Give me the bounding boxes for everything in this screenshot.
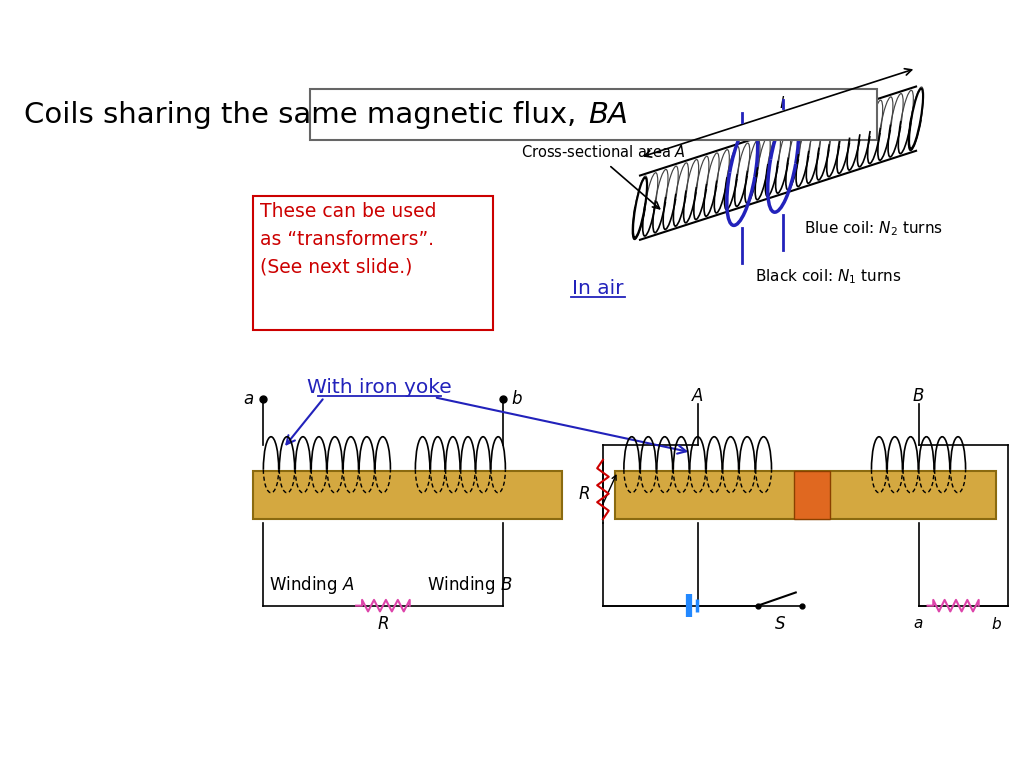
Text: $A$: $A$ <box>691 386 705 405</box>
Bar <box>615 472 996 519</box>
Text: Winding $B$: Winding $B$ <box>427 574 513 596</box>
Text: In air: In air <box>572 279 624 298</box>
Text: Coils sharing the same magnetic flux,: Coils sharing the same magnetic flux, <box>24 101 586 128</box>
Text: $R$: $R$ <box>578 485 590 502</box>
Text: $b$: $b$ <box>990 616 1001 632</box>
Text: $\mathit{BA}$: $\mathit{BA}$ <box>588 101 628 128</box>
Text: $b$: $b$ <box>511 390 523 408</box>
Bar <box>795 472 830 519</box>
Text: $R$: $R$ <box>377 614 389 633</box>
Text: $a$: $a$ <box>244 390 254 408</box>
Text: $a$: $a$ <box>913 616 924 631</box>
FancyBboxPatch shape <box>310 89 878 140</box>
Text: Black coil: $N_1$ turns: Black coil: $N_1$ turns <box>755 267 901 286</box>
Text: These can be used
as “transformers”.
(See next slide.): These can be used as “transformers”. (Se… <box>260 202 436 277</box>
Text: Winding $A$: Winding $A$ <box>269 574 354 596</box>
Text: Blue coil: $N_2$ turns: Blue coil: $N_2$ turns <box>804 220 943 238</box>
Text: $B$: $B$ <box>912 386 925 405</box>
Text: $S$: $S$ <box>774 614 786 633</box>
FancyBboxPatch shape <box>253 196 494 329</box>
Bar <box>253 472 562 519</box>
Text: $l$: $l$ <box>779 95 785 111</box>
Text: With iron yoke: With iron yoke <box>307 378 452 397</box>
Text: Cross-sectional area $A$: Cross-sectional area $A$ <box>520 144 685 160</box>
